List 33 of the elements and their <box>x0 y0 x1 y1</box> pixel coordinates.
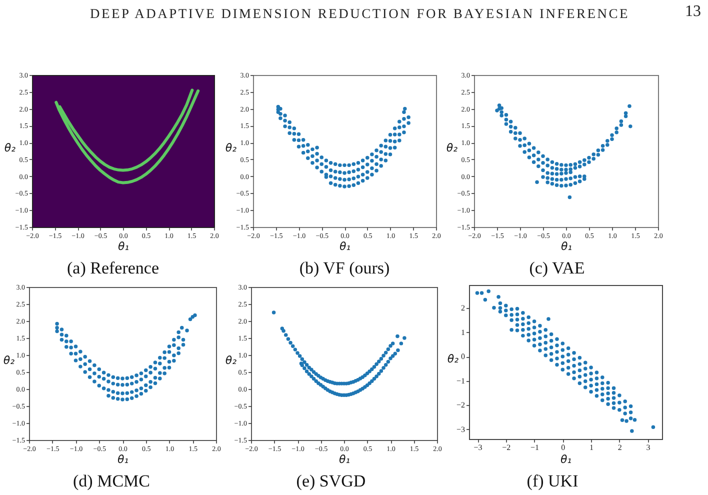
x-tick-label: −3 <box>474 443 482 452</box>
y-axis-title: θ₂ <box>225 354 238 367</box>
text: (c) VAE <box>529 258 585 278</box>
text: (d) MCMC <box>73 472 150 490</box>
text: (e) SVGD <box>296 472 366 490</box>
y-tick-label: 2 <box>461 304 465 313</box>
x-tick-label: 1 <box>590 443 594 452</box>
text: DEEP ADAPTIVE DIMENSION REDUCTION FOR BAYESIAN INFERENCE <box>90 6 630 21</box>
x-axis-title: θ₁ <box>118 240 130 253</box>
x-axis-title: θ₁ <box>560 453 572 466</box>
text: (b) VF (ours) <box>299 258 390 278</box>
x-axis-title: θ₁ <box>560 240 572 253</box>
x-axis-title: θ₁ <box>117 453 129 466</box>
x-tick-label: 3 <box>646 443 650 452</box>
y-axis-title: θ₂ <box>446 142 458 154</box>
x-axis-title: θ₁ <box>339 240 351 253</box>
text: 13 <box>685 3 701 20</box>
x-tick-label: −2 <box>502 443 511 452</box>
y-tick-label: 0 <box>461 352 465 362</box>
x-tick-label: 2 <box>618 443 622 452</box>
y-axis-title: θ₂ <box>225 142 238 154</box>
text: (f) UKI <box>526 472 579 490</box>
y-axis-title: θ₂ <box>3 354 16 367</box>
y-axis-title: θ₂ <box>4 142 16 154</box>
y-tick-label: 1 <box>461 328 465 337</box>
y-tick-label: −2 <box>456 400 465 410</box>
text: (a) Reference <box>66 258 160 278</box>
y-tick-label: −1 <box>456 376 465 386</box>
x-tick-label: 0 <box>561 443 566 452</box>
x-tick-label: −1 <box>530 443 540 452</box>
y-axis-title: θ₂ <box>447 352 460 366</box>
x-axis-title: θ₁ <box>338 453 350 466</box>
y-tick-label: −3 <box>456 424 465 434</box>
